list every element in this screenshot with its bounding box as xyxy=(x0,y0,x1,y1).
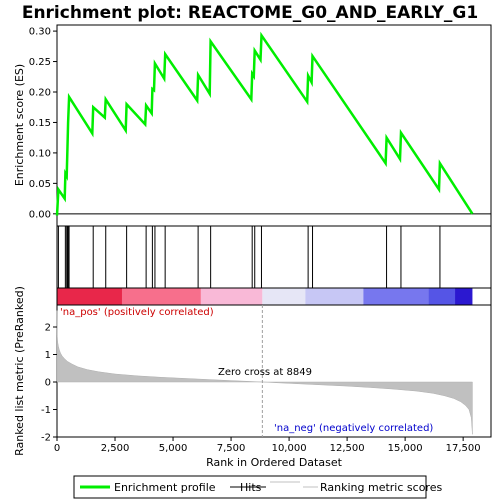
color-bar-segment xyxy=(305,288,363,305)
es-y-tick-label: 0.25 xyxy=(29,57,51,68)
es-y-ticks: 0.00 0.05 0.10 0.15 0.20 0.25 0.30 xyxy=(29,27,57,221)
es-y-tick-label: 0.20 xyxy=(29,88,51,99)
metric-panel: -2 -1 0 1 2 0 2,500 5,000 7,500 10,000 12,500 15,0… xyxy=(13,286,491,469)
metric-y-ticks: -2 -1 0 1 2 xyxy=(41,323,57,444)
x-tick-label: 2,500 xyxy=(101,443,130,454)
color-bar-segment xyxy=(201,288,262,305)
color-bar-segment xyxy=(428,288,455,305)
es-y-tick-label: 0.00 xyxy=(29,209,51,220)
es-y-tick-label: 0.15 xyxy=(29,118,51,129)
x-tick-label: 12,500 xyxy=(330,443,365,454)
chart-title: Enrichment plot: REACTOME_G0_AND_EARLY_G… xyxy=(22,3,478,23)
color-bar-segment xyxy=(122,288,201,305)
metric-y-tick-label: 2 xyxy=(45,323,51,334)
color-bar-segment xyxy=(455,288,472,305)
x-tick-label: 0 xyxy=(54,443,60,454)
metric-y-tick-label: 1 xyxy=(45,350,51,361)
legend-enrichment-label: Enrichment profile xyxy=(114,481,216,494)
es-y-tick-label: 0.05 xyxy=(29,179,51,190)
metric-y-tick-label: 0 xyxy=(45,378,51,389)
x-tick-label: 17,500 xyxy=(446,443,481,454)
es-y-axis-label: Enrichment score (ES) xyxy=(13,64,26,186)
zero-cross-label: Zero cross at 8849 xyxy=(218,367,312,378)
x-axis-ticks: 0 2,500 5,000 7,500 10,000 12,500 15,000 17,500 xyxy=(54,437,481,454)
legend: Enrichment profile Hits Ranking metric s… xyxy=(74,476,442,498)
hits-plot-frame xyxy=(57,226,491,288)
metric-y-axis-label: Ranked list metric (PreRanked) xyxy=(13,286,26,456)
x-tick-label: 15,000 xyxy=(388,443,423,454)
metric-y-tick-label: -2 xyxy=(41,433,51,444)
rank-color-bar xyxy=(57,288,472,305)
metric-y-tick-label: -1 xyxy=(41,405,51,416)
x-tick-label: 10,000 xyxy=(272,443,307,454)
es-panel: 0.00 0.05 0.10 0.15 0.20 0.25 0.30 Enrichment … xyxy=(13,25,491,226)
color-bar-segment xyxy=(262,288,305,305)
hits-panel xyxy=(57,226,491,288)
es-y-tick-label: 0.10 xyxy=(29,148,51,159)
legend-hits-label: Hits xyxy=(240,481,262,494)
pos-correlated-label: 'na_pos' (positively correlated) xyxy=(60,307,214,318)
x-tick-label: 5,000 xyxy=(159,443,188,454)
legend-metric-label: Ranking metric scores xyxy=(320,481,442,494)
neg-correlated-label: 'na_neg' (negatively correlated) xyxy=(274,423,433,434)
es-y-tick-label: 0.30 xyxy=(29,27,51,38)
color-bar-segment xyxy=(57,288,122,305)
color-bar-segment xyxy=(363,288,428,305)
x-axis-label: Rank in Ordered Dataset xyxy=(206,456,343,469)
x-tick-label: 7,500 xyxy=(217,443,246,454)
